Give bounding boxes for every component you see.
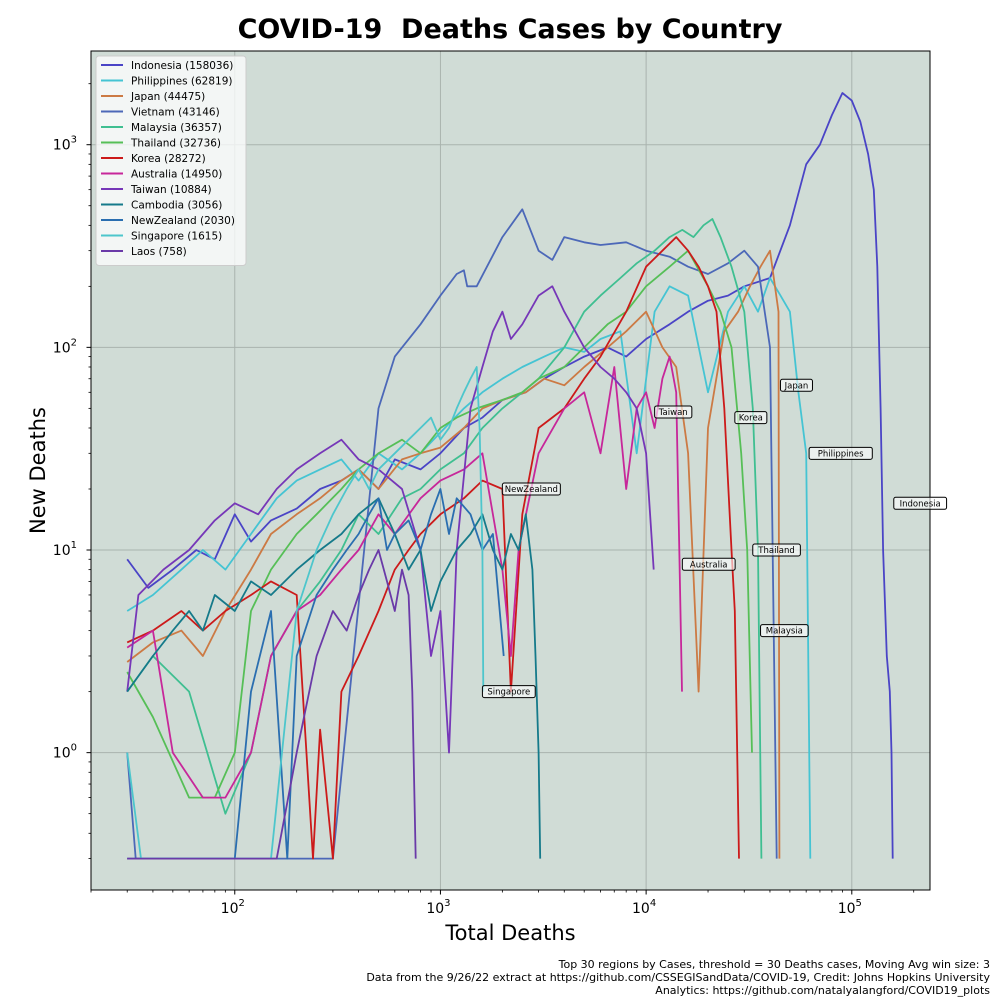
footer-note-source: Data from the 9/26/22 extract at https:/… <box>366 971 990 984</box>
chart-title: COVID-19 Deaths Cases by Country <box>237 14 783 45</box>
y-tick-label: 103 <box>53 135 77 154</box>
country-label-indonesia: Indonesia <box>900 499 941 509</box>
legend-entry-philippines: Philippines (62819) <box>131 76 233 88</box>
series-line-newzealand <box>127 488 505 860</box>
legend-entry-japan: Japan (44475) <box>130 91 205 103</box>
series-line-indonesia <box>126 92 894 859</box>
y-tick-label: 100 <box>53 743 77 762</box>
country-label-malaysia: Malaysia <box>766 627 803 637</box>
legend-entry-cambodia: Cambodia (3056) <box>131 200 222 212</box>
legend-entry-singapore: Singapore (1615) <box>131 231 222 243</box>
country-label-japan: Japan <box>784 381 809 391</box>
legend <box>95 55 247 266</box>
legend-entry-australia: Australia (14950) <box>131 169 222 181</box>
legend-entry-newzealand: NewZealand (2030) <box>131 215 235 227</box>
footer-note-threshold: Top 30 regions by Cases, threshold = 30 … <box>558 958 990 971</box>
country-label-box <box>481 685 536 699</box>
country-label-thailand: Thailand <box>757 546 795 556</box>
series-line-cambodia <box>126 497 542 859</box>
x-tick-label: 103 <box>426 898 450 917</box>
legend-entry-malaysia: Malaysia (36357) <box>131 122 222 134</box>
country-label-singapore: Singapore <box>487 688 530 698</box>
country-label-box <box>808 446 873 460</box>
x-tick-label: 105 <box>838 898 862 917</box>
series-line-japan <box>126 249 781 859</box>
country-label-box <box>681 557 736 571</box>
country-label-box <box>501 482 561 496</box>
legend-entry-korea: Korea (28272) <box>131 153 206 165</box>
legend-entry-laos: Laos (758) <box>131 246 187 258</box>
series-group <box>126 92 894 860</box>
series-line-australia <box>126 355 683 799</box>
series-line-laos <box>127 549 417 860</box>
footer-note-analytics: Analytics: https://github.com/natalyalan… <box>655 984 990 997</box>
series-line-taiwan <box>126 285 655 754</box>
legend-entry-indonesia: Indonesia (158036) <box>131 60 233 72</box>
axes-frame <box>90 50 931 891</box>
country-label-australia: Australia <box>690 560 728 570</box>
country-label-box <box>654 405 693 419</box>
legend-entry-vietnam: Vietnam (43146) <box>131 107 220 119</box>
country-label-korea: Korea <box>739 414 763 424</box>
legend-entry-taiwan: Taiwan (10884) <box>130 184 212 196</box>
country-label-newzealand: NewZealand <box>505 485 558 495</box>
country-label-box <box>760 624 809 638</box>
series-line-philippines <box>126 277 812 859</box>
legend-entry-thailand: Thailand (32736) <box>130 138 221 150</box>
x-axis-label: Total Deaths <box>444 921 575 945</box>
country-label-box <box>779 378 813 392</box>
y-tick-label: 101 <box>53 540 77 559</box>
y-axis-label: New Deaths <box>26 407 50 534</box>
country-label-taiwan: Taiwan <box>658 408 688 418</box>
x-tick-label: 104 <box>632 898 656 917</box>
country-label-box <box>734 411 768 425</box>
y-tick-label: 102 <box>53 337 77 356</box>
x-tick-label: 102 <box>221 898 245 917</box>
country-label-box <box>893 496 948 510</box>
country-label-philippines: Philippines <box>818 449 864 459</box>
country-label-box <box>752 543 801 557</box>
series-line-vietnam <box>126 208 778 860</box>
